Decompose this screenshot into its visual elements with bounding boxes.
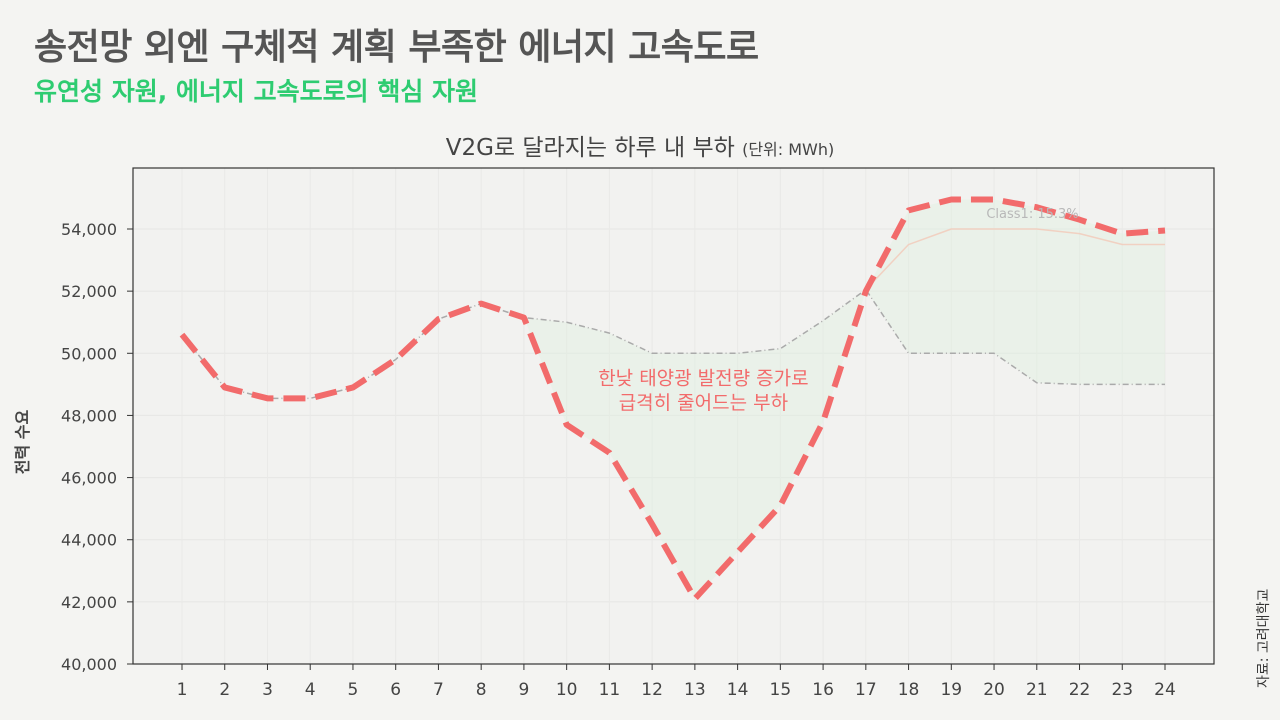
x-tick-label: 15 — [770, 680, 792, 700]
y-tick-label: 40,000 — [61, 655, 117, 674]
x-tick-label: 8 — [476, 680, 487, 700]
x-tick-label: 16 — [812, 680, 834, 700]
x-tick-label: 22 — [1069, 680, 1091, 700]
y-tick-label: 48,000 — [61, 406, 117, 425]
x-tick-label: 20 — [983, 680, 1005, 700]
axes — [127, 167, 1215, 670]
x-tick-label: 3 — [262, 680, 273, 700]
plot-area — [133, 168, 1214, 664]
x-tick-label: 19 — [940, 680, 962, 700]
x-tick-label: 5 — [348, 680, 359, 700]
x-tick-label: 12 — [641, 680, 663, 700]
x-tick-label: 2 — [219, 680, 230, 700]
source-note: 자료: 고려대학교 — [1256, 588, 1272, 688]
x-tick-label: 6 — [390, 680, 401, 700]
y-tick-labels: 40,000 42,000 44,000 46,000 48,000 50,000 52,0… — [61, 220, 117, 674]
series-line-2 — [181, 288, 1165, 400]
annotation-3: Class1: 15.3% — [986, 207, 1078, 222]
x-tick-label: 14 — [727, 680, 749, 700]
y-tick-label: 42,000 — [61, 593, 117, 612]
x-tick-label: 9 — [518, 680, 529, 700]
grid-lines — [133, 168, 1214, 665]
chart-title-text: V2G로 달라지는 하루 내 부하 — [445, 135, 735, 161]
x-tick-labels: 1 2 3 4 5 6 7 8 9 10 11 12 13 14 15 16 17 18 19 20 21 22 23 24 — [177, 680, 1176, 700]
x-tick-label: 18 — [898, 680, 920, 700]
y-tick-label: 52,000 — [61, 282, 117, 301]
x-tick-label: 1 — [177, 680, 188, 700]
y-tick-label: 54,000 — [61, 220, 117, 239]
page-subtitle: 유연성 자원, 에너지 고속도로의 핵심 자원 — [34, 77, 479, 106]
x-tick-label: 11 — [599, 680, 621, 700]
y-axis-label: 전력 수요 — [13, 409, 32, 474]
y-tick-label: 46,000 — [61, 469, 117, 488]
x-tick-label: 4 — [305, 680, 316, 700]
difference-area — [182, 199, 1165, 599]
x-tick-label: 10 — [556, 680, 578, 700]
annotation-2: 급격히 줄어드는 부하 — [619, 392, 788, 414]
annotation-1: 한낮 태양광 발전량 증가로 — [598, 367, 808, 389]
series-line-1 — [179, 196, 1166, 602]
series-line-3 — [865, 228, 1165, 291]
y-tick-label: 44,000 — [61, 531, 117, 550]
plot-frame — [132, 167, 1215, 665]
x-tick-label: 17 — [855, 680, 877, 700]
chart-title-unit: (단위: MWh) — [742, 140, 835, 159]
page-title: 송전망 외엔 구체적 계획 부족한 에너지 고속도로 — [34, 27, 759, 68]
difference-fill — [181, 199, 1165, 599]
x-tick-label: 7 — [433, 680, 444, 700]
y-tick-label: 50,000 — [61, 344, 117, 363]
x-tick-label: 13 — [684, 680, 706, 700]
x-tick-label: 24 — [1154, 680, 1176, 700]
x-tick-label: 23 — [1111, 680, 1133, 700]
chart-title: V2G로 달라지는 하루 내 부하 (단위: MWh) — [0, 128, 1280, 162]
x-tick-label: 21 — [1026, 680, 1048, 700]
series-lines — [179, 196, 1166, 602]
